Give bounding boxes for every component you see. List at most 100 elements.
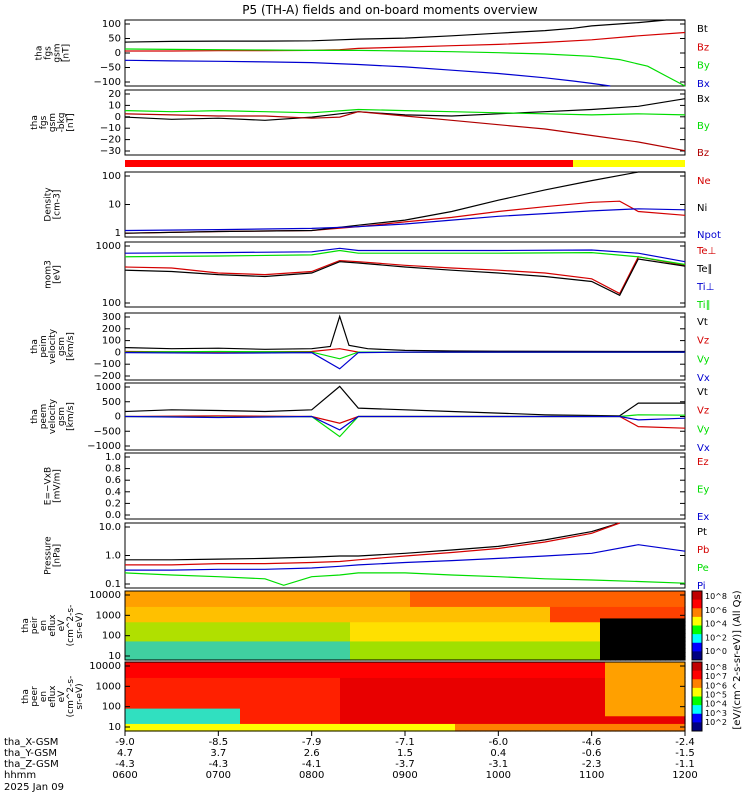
heatmap-cell: [305, 685, 311, 690]
heatmap-cell: [190, 719, 196, 724]
heatmap-cell: [475, 681, 481, 686]
heatmap-cell: [410, 665, 416, 671]
heatmap-cell: [170, 644, 176, 650]
heatmap-cell: [590, 637, 596, 642]
heatmap-cell: [290, 692, 296, 698]
heatmap-cell: [460, 711, 466, 717]
heatmap-cell: [675, 656, 681, 661]
heatmap-cell: [670, 598, 676, 604]
heatmap-cell: [430, 669, 436, 675]
heatmap-cell: [510, 708, 516, 713]
heatmap-cell: [350, 610, 356, 615]
heatmap-cell: [240, 594, 246, 600]
heatmap-cell: [320, 677, 326, 682]
heatmap-cell: [610, 677, 616, 682]
heatmap-cell: [550, 723, 556, 728]
heatmap-cell: [580, 685, 586, 690]
heatmap-cell: [155, 700, 161, 705]
heatmap-cell: [180, 598, 186, 604]
heatmap-cell: [350, 700, 356, 705]
heatmap-cell: [670, 614, 676, 619]
heatmap-cell: [360, 723, 366, 728]
heatmap-cell: [215, 723, 221, 728]
heatmap-cell: [270, 648, 276, 653]
heatmap-cell: [240, 640, 246, 646]
heatmap-cell: [325, 598, 331, 604]
heatmap-cell: [365, 662, 371, 667]
heatmap-cell: [550, 637, 556, 642]
heatmap-cell: [575, 617, 581, 623]
ephemeris-table: tha_X-GSM -9.0 -8.5 -7.9 -7.1 -6.0 -4.6 -2.4tha…: [4, 737, 698, 793]
heatmap-cell: [355, 669, 361, 675]
heatmap-cell: [300, 665, 306, 671]
heatmap-cell: [440, 637, 446, 642]
heatmap-cell: [310, 719, 316, 724]
heatmap-cell: [430, 685, 436, 690]
heatmap-cell: [325, 700, 331, 705]
heatmap-cell: [275, 625, 281, 630]
heatmap-cell: [480, 648, 486, 653]
heatmap-cell: [230, 602, 236, 607]
heatmap-cell: [195, 711, 201, 717]
heatmap-cell: [555, 692, 561, 698]
heatmap-cell: [350, 594, 356, 600]
ephemeris-value: -4.3: [209, 759, 229, 770]
heatmap-cell: [245, 715, 251, 721]
heatmap-cell: [475, 644, 481, 650]
heatmap-cell: [355, 681, 361, 686]
heatmap-cell: [640, 598, 646, 604]
heatmap-cell: [365, 633, 371, 638]
heatmap-cell: [445, 640, 451, 646]
heatmap-cell: [220, 610, 226, 615]
heatmap-cell: [515, 602, 521, 607]
heatmap-cell: [545, 591, 551, 596]
heatmap-cell: [460, 673, 466, 678]
heatmap-cell: [420, 665, 426, 671]
y-axis-label: gsm: [53, 43, 63, 62]
heatmap-cell: [520, 637, 526, 642]
heatmap-cell: [215, 711, 221, 717]
heatmap-cell: [605, 614, 611, 619]
heatmap-cell: [615, 644, 621, 650]
heatmap-cell: [495, 677, 501, 682]
heatmap-cell: [600, 688, 606, 694]
heatmap-cell: [335, 591, 341, 596]
y-axis-label: gsm: [48, 113, 58, 132]
heatmap-cell: [625, 621, 631, 627]
heatmap-cell: [620, 644, 626, 650]
heatmap-cell: [290, 696, 296, 701]
heatmap-cell: [635, 598, 641, 604]
heatmap-cell: [175, 711, 181, 717]
heatmap-cell: [135, 602, 141, 607]
heatmap-cell: [645, 688, 651, 694]
heatmap-cell: [670, 617, 676, 623]
heatmap-cell: [635, 696, 641, 701]
heatmap-cell: [205, 673, 211, 678]
heatmap-cell: [510, 704, 516, 709]
heatmap-cell: [650, 662, 656, 667]
heatmap-cell: [360, 677, 366, 682]
heatmap-cell: [640, 677, 646, 682]
heatmap-cell: [280, 711, 286, 717]
heatmap-cell: [265, 681, 271, 686]
heatmap-cell: [300, 704, 306, 709]
heatmap-cell: [350, 591, 356, 596]
legend-label: Pb: [697, 545, 709, 556]
heatmap-cell: [500, 617, 506, 623]
heatmap-cell: [625, 614, 631, 619]
heatmap-cell: [345, 677, 351, 682]
heatmap-cell: [635, 648, 641, 653]
heatmap-cell: [185, 606, 191, 611]
heatmap-cell: [510, 662, 516, 667]
heatmap-cell: [605, 677, 611, 682]
panel-frame: [124, 452, 686, 520]
heatmap-cell: [275, 652, 281, 657]
heatmap-cell: [180, 715, 186, 721]
heatmap-cell: [655, 700, 661, 705]
heatmap-cell: [340, 669, 346, 675]
heatmap-cell: [470, 669, 476, 675]
heatmap-cell: [295, 648, 301, 653]
heatmap-cell: [235, 633, 241, 638]
heatmap-cell: [510, 719, 516, 724]
heatmap-cell: [435, 692, 441, 698]
